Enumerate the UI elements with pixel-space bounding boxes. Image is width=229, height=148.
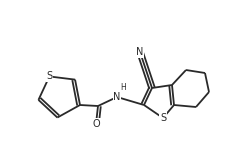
Text: H: H xyxy=(120,83,125,92)
Text: N: N xyxy=(136,47,143,57)
Text: S: S xyxy=(46,71,52,81)
Text: N: N xyxy=(113,92,120,102)
Text: S: S xyxy=(159,113,165,123)
Text: O: O xyxy=(92,119,99,129)
